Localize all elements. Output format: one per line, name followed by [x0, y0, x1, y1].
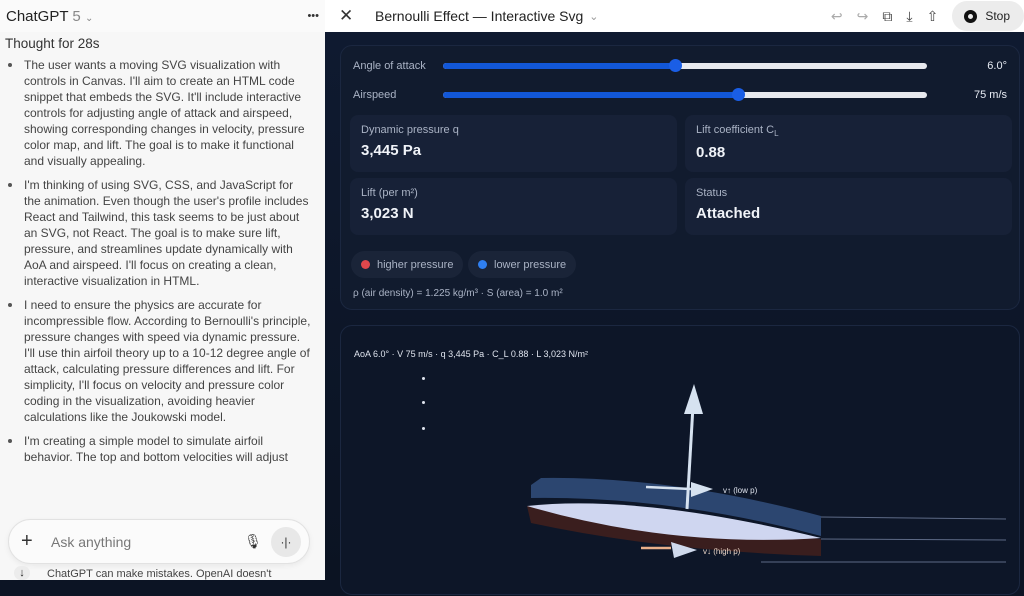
- redo-icon[interactable]: ↪: [856, 7, 869, 24]
- undo-icon[interactable]: ↩: [830, 7, 843, 24]
- slider-fill: [443, 92, 739, 98]
- slider-thumb[interactable]: [669, 59, 683, 72]
- slider-value: 75 m/s: [973, 89, 1007, 101]
- list-item: I need to ensure the physics are accurat…: [8, 297, 313, 425]
- upper-pressure-band: [531, 477, 821, 536]
- thought-list: The user wants a moving SVG visualizatio…: [0, 51, 325, 465]
- slider-thumb[interactable]: [732, 88, 746, 101]
- airfoil-svg: v↑ (low p) v↓ (high p): [527, 384, 1007, 563]
- upper-velocity-arrow: [645, 485, 692, 491]
- microphone-icon[interactable]: 🎙︎: [244, 533, 262, 549]
- stat-lift-coefficient: Lift coefficient CL 0.88: [685, 115, 1012, 172]
- blue-dot-icon: [478, 260, 487, 269]
- more-options-button[interactable]: •••: [307, 10, 319, 22]
- airspeed-slider[interactable]: [443, 88, 927, 101]
- arrow-right-icon: [671, 542, 697, 558]
- canvas-toolbar: ✕ Bernoulli Effect — Interactive Svg ⌄ ↩…: [325, 0, 1024, 32]
- slider-label: Airspeed: [353, 89, 397, 101]
- stat-label: Dynamic pressure q: [361, 124, 459, 136]
- upper-label: v↑ (low p): [723, 486, 758, 495]
- stat-label: Status: [696, 187, 728, 199]
- particle: [422, 401, 425, 404]
- legend-lower-pressure: lower pressure: [468, 251, 577, 278]
- copy-icon[interactable]: ⧉: [882, 7, 893, 24]
- list-item: The user wants a moving SVG visualizatio…: [8, 57, 313, 169]
- stop-label: Stop: [985, 9, 1010, 23]
- lift-vector: [685, 405, 695, 510]
- visualization-card: AoA 6.0° · V 75 m/s · q 3,445 Pa · C_L 0…: [340, 325, 1020, 595]
- arrow-down-icon: ↓: [19, 567, 25, 579]
- disclaimer: ChatGPT can make mistakes. OpenAI doesn'…: [47, 568, 272, 580]
- stat-value: 3,445 Pa: [361, 142, 422, 159]
- red-dot-icon: [361, 260, 370, 269]
- stat-value: 0.88: [696, 144, 726, 162]
- aoa-slider[interactable]: [443, 59, 927, 72]
- chat-header: ChatGPT 5 ⌄ •••: [0, 0, 325, 32]
- arrow-up-icon: [684, 384, 703, 414]
- stop-button[interactable]: Stop: [952, 1, 1024, 31]
- share-icon[interactable]: ⇧: [926, 7, 939, 24]
- plus-icon[interactable]: +: [21, 530, 33, 552]
- voice-mode-button[interactable]: ·|·: [271, 526, 301, 557]
- canvas-preview: Angle of attack 6.0° Airspeed 75 m/s Dyn…: [325, 32, 1024, 595]
- chevron-down-icon[interactable]: ⌄: [589, 10, 599, 23]
- readout-caption: AoA 6.0° · V 75 m/s · q 3,445 Pa · C_L 0…: [354, 349, 589, 359]
- download-icon[interactable]: ⤓: [906, 7, 913, 24]
- canvas-title[interactable]: Bernoulli Effect — Interactive Svg: [375, 8, 584, 24]
- model-version: 5: [72, 7, 81, 25]
- list-item: I'm creating a simple model to simulate …: [8, 433, 313, 465]
- slider-value: 6.0°: [987, 60, 1007, 72]
- stat-label: Lift coefficient CL: [696, 124, 779, 139]
- list-item: I'm thinking of using SVG, CSS, and Java…: [8, 177, 313, 289]
- legend-label: higher pressure: [377, 258, 454, 271]
- particle: [422, 427, 425, 430]
- legend-higher-pressure: higher pressure: [351, 251, 464, 278]
- slider-fill: [443, 63, 676, 69]
- stat-lift: Lift (per m²) 3,023 N: [350, 178, 677, 235]
- message-input[interactable]: [51, 533, 241, 550]
- stat-value: 3,023 N: [361, 205, 414, 222]
- streamline: [820, 538, 1007, 541]
- scroll-down-button[interactable]: ↓: [14, 566, 30, 580]
- airspeed-slider-row: Airspeed 75 m/s: [353, 88, 1007, 101]
- aoa-slider-row: Angle of attack 6.0°: [353, 59, 1007, 72]
- stat-status: Status Attached: [685, 178, 1012, 235]
- legend-label: lower pressure: [494, 258, 567, 271]
- slider-label: Angle of attack: [353, 60, 426, 72]
- airfoil: [527, 503, 821, 540]
- model-selector[interactable]: ChatGPT 5 ⌄: [6, 8, 93, 25]
- stat-dynamic-pressure: Dynamic pressure q 3,445 Pa: [350, 115, 677, 172]
- stat-label: Lift (per m²): [361, 187, 418, 199]
- stat-value: Attached: [696, 205, 761, 222]
- controls-card: Angle of attack 6.0° Airspeed 75 m/s Dyn…: [340, 45, 1020, 310]
- composer: + 🎙︎ ·|·: [8, 519, 310, 564]
- model-name: ChatGPT: [6, 7, 69, 25]
- chat-panel: ChatGPT 5 ⌄ ••• Thought for 28s The user…: [0, 0, 325, 580]
- streamline: [820, 516, 1007, 520]
- chevron-down-icon: ⌄: [84, 12, 94, 24]
- close-icon[interactable]: ✕: [339, 6, 354, 25]
- particle: [422, 377, 425, 380]
- thought-duration: Thought for 28s: [5, 36, 100, 51]
- stop-icon: [964, 9, 978, 23]
- lower-label: v↓ (high p): [703, 547, 741, 556]
- density-note: ρ (air density) = 1.225 kg/m³ · S (area)…: [353, 288, 563, 299]
- arrow-right-icon: [691, 482, 713, 497]
